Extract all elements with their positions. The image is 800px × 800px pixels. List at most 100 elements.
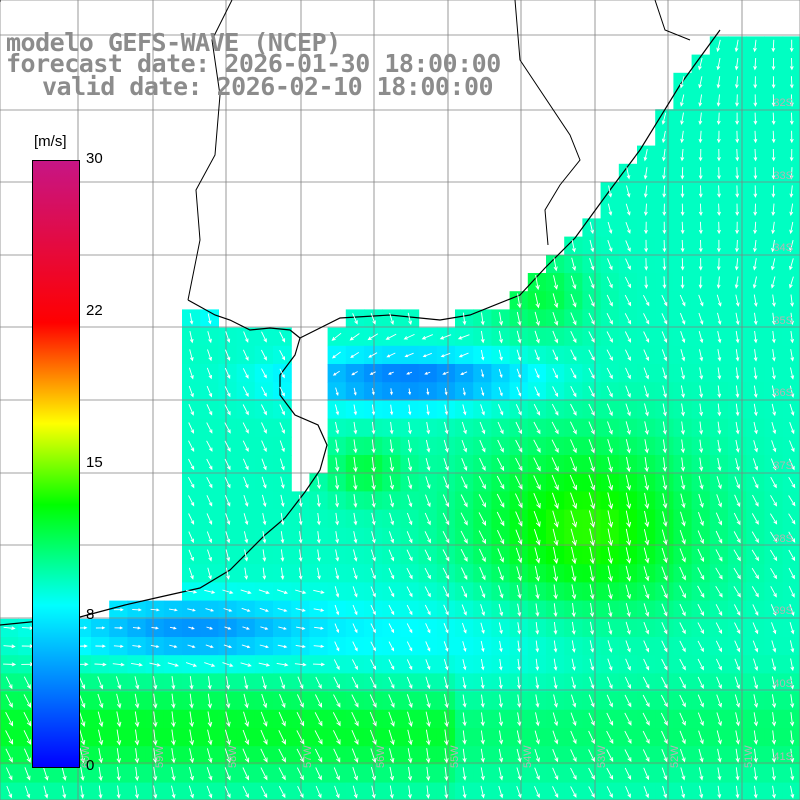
wind-arrow (222, 589, 234, 594)
wind-arrow (278, 767, 286, 781)
wind-arrow (606, 767, 614, 780)
wind-arrow (607, 258, 613, 271)
wind-arrow (388, 531, 395, 544)
wind-arrow (280, 549, 285, 562)
wind-arrow (242, 748, 250, 763)
wind-arrow (243, 513, 249, 526)
wind-arrow (407, 711, 413, 727)
wind-arrow (296, 626, 306, 630)
wind-arrow (152, 748, 158, 764)
wind-arrow (480, 387, 485, 397)
wind-arrow (717, 421, 722, 435)
wind-arrow (680, 767, 686, 781)
wind-arrow (205, 608, 215, 612)
wind-arrow (23, 676, 31, 690)
wind-arrow (23, 748, 31, 763)
wind-arrow (606, 349, 613, 362)
wind-arrow (498, 785, 504, 799)
wind-arrow (295, 644, 306, 649)
wind-arrow (789, 640, 795, 653)
wind-arrow (698, 312, 704, 325)
wind-arrow (789, 76, 794, 89)
wind-arrow (570, 367, 577, 379)
wind-arrow (480, 350, 485, 361)
wind-arrow (443, 604, 449, 616)
wind-arrow (443, 676, 449, 690)
wind-arrow (752, 258, 757, 271)
wind-arrow (789, 167, 794, 180)
wind-arrow (571, 640, 576, 653)
wind-arrow (607, 203, 613, 216)
wind-arrow (5, 767, 13, 781)
wind-arrow (771, 767, 776, 781)
wind-arrow (188, 422, 195, 434)
wind-arrow (243, 476, 249, 489)
wind-arrow (626, 456, 631, 473)
wind-arrow (607, 565, 613, 582)
wind-arrow (735, 330, 740, 344)
wind-speed-cell (782, 400, 800, 420)
wind-arrow (661, 529, 668, 546)
wind-speed-cell (782, 491, 800, 511)
wind-arrow (370, 641, 376, 652)
wind-arrow (680, 439, 685, 454)
wind-arrow (735, 385, 740, 399)
wind-arrow (643, 313, 650, 325)
wind-arrow (98, 748, 103, 764)
wind-arrow (279, 440, 285, 453)
wind-arrow (717, 167, 721, 180)
wind-arrow (150, 608, 160, 612)
wind-arrow (589, 528, 595, 547)
wind-arrow (588, 456, 595, 473)
wind-arrow (224, 748, 231, 764)
wind-arrow (770, 604, 777, 617)
wind-arrow (607, 603, 613, 618)
wind-arrow (316, 494, 321, 508)
wind-arrow (514, 475, 523, 490)
wind-arrow (496, 475, 505, 490)
wind-arrow (661, 331, 668, 343)
wind-arrow (552, 349, 558, 362)
wind-arrow (625, 258, 631, 271)
wind-arrow (314, 626, 324, 630)
wind-arrow (606, 312, 613, 325)
wind-arrow (662, 785, 668, 799)
wind-arrow (570, 312, 577, 326)
wind-arrow (23, 694, 32, 708)
wind-arrow (570, 510, 578, 528)
wind-arrow (788, 458, 795, 471)
wind-arrow (367, 333, 379, 341)
wind-arrow (388, 676, 395, 689)
wind-arrow (388, 549, 395, 562)
wind-arrow (480, 659, 485, 671)
wind-arrow (644, 439, 649, 454)
wind-arrow (624, 749, 632, 762)
wind-arrow (297, 676, 304, 690)
wind-arrow (753, 367, 758, 380)
wind-arrow (588, 439, 595, 454)
wind-speed-cell (582, 782, 602, 800)
wind-arrow (680, 331, 686, 344)
wind-arrow (789, 185, 794, 198)
wind-arrow (443, 439, 449, 453)
wind-arrow (79, 711, 86, 727)
wind-arrow (389, 748, 395, 764)
wind-arrow (606, 749, 614, 763)
colorbar-unit: [m/s] (34, 133, 67, 150)
wind-arrow (625, 203, 631, 216)
wind-arrow (353, 456, 358, 473)
wind-arrow (189, 711, 194, 728)
wind-arrow (680, 493, 686, 509)
wind-arrow (388, 604, 395, 616)
wind-arrow (643, 785, 649, 799)
wind-arrow (152, 693, 158, 709)
wind-arrow (697, 603, 704, 617)
latitude-label: 34S (773, 242, 793, 254)
wind-arrow (697, 658, 704, 671)
wind-arrow (316, 476, 321, 490)
wind-arrow (553, 257, 558, 272)
wind-arrow (734, 658, 740, 671)
wind-arrow (753, 148, 758, 162)
wind-arrow (258, 589, 270, 595)
